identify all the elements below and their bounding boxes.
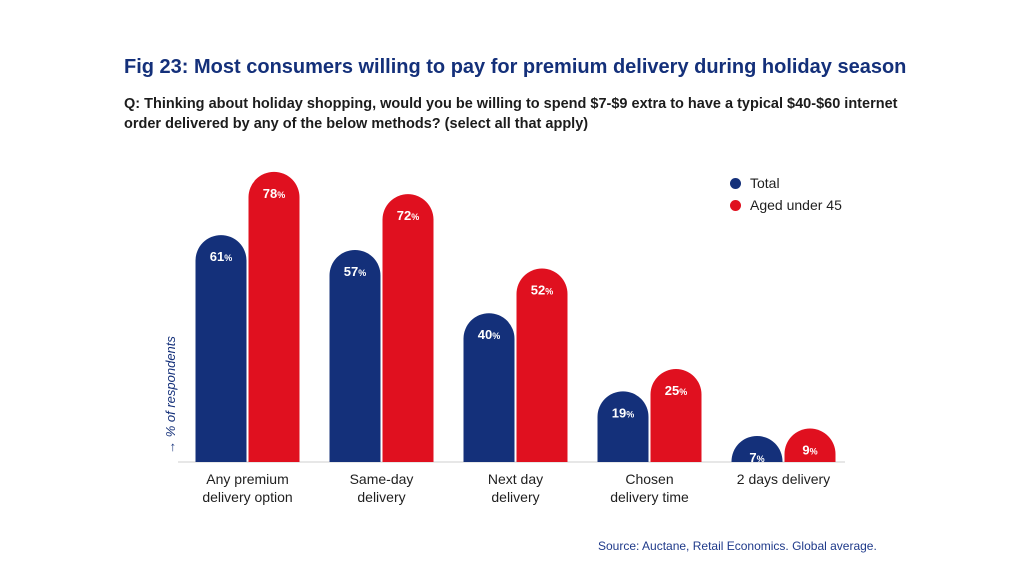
- data-label-total-3: 19%: [612, 405, 634, 420]
- data-label-aged-under-45-3: 25%: [665, 383, 687, 398]
- data-label-aged-under-45-2: 52%: [531, 283, 553, 298]
- legend-item-total: Total: [730, 172, 842, 194]
- bar-aged-under-45-2: [516, 268, 568, 462]
- source-note: Source: Auctane, Retail Economics. Globa…: [598, 539, 877, 553]
- bar-total-3: [597, 391, 649, 462]
- legend-label-total: Total: [750, 175, 780, 191]
- category-label-2: Next day delivery: [488, 471, 543, 505]
- legend-label-aged-under-45: Aged under 45: [750, 197, 842, 213]
- bar-total-0: [195, 235, 247, 462]
- bar-total-2: [463, 313, 515, 462]
- category-label-3: Chosen delivery time: [610, 471, 689, 505]
- legend-item-aged-under-45: Aged under 45: [730, 194, 842, 216]
- bar-aged-under-45-4: [784, 428, 836, 462]
- bar-aged-under-45-0: [248, 171, 300, 462]
- data-label-total-4: 7%: [749, 450, 764, 465]
- bar-aged-under-45-3: [650, 369, 702, 462]
- data-label-total-2: 40%: [478, 327, 500, 342]
- category-label-1: Same-day delivery: [350, 471, 414, 505]
- bar-aged-under-45-1: [382, 194, 434, 462]
- data-label-aged-under-45-4: 9%: [802, 443, 817, 458]
- legend-swatch-total: [730, 177, 741, 189]
- data-label-aged-under-45-1: 72%: [397, 208, 419, 223]
- legend: Total Aged under 45: [730, 172, 842, 216]
- category-label-0: Any premium delivery option: [202, 471, 292, 505]
- chart-title: Fig 23: Most consumers willing to pay fo…: [124, 56, 907, 78]
- legend-swatch-aged-under-45: [730, 199, 741, 211]
- y-axis-label: → % of respondents: [163, 336, 178, 454]
- bar-total-4: [731, 435, 783, 462]
- data-label-total-0: 61%: [210, 249, 232, 264]
- bar-total-1: [329, 249, 381, 462]
- survey-question: Q: Thinking about holiday shopping, woul…: [124, 96, 898, 132]
- data-label-aged-under-45-0: 78%: [263, 186, 285, 201]
- category-label-4: 2 days delivery: [737, 471, 830, 487]
- data-label-total-1: 57%: [344, 264, 366, 279]
